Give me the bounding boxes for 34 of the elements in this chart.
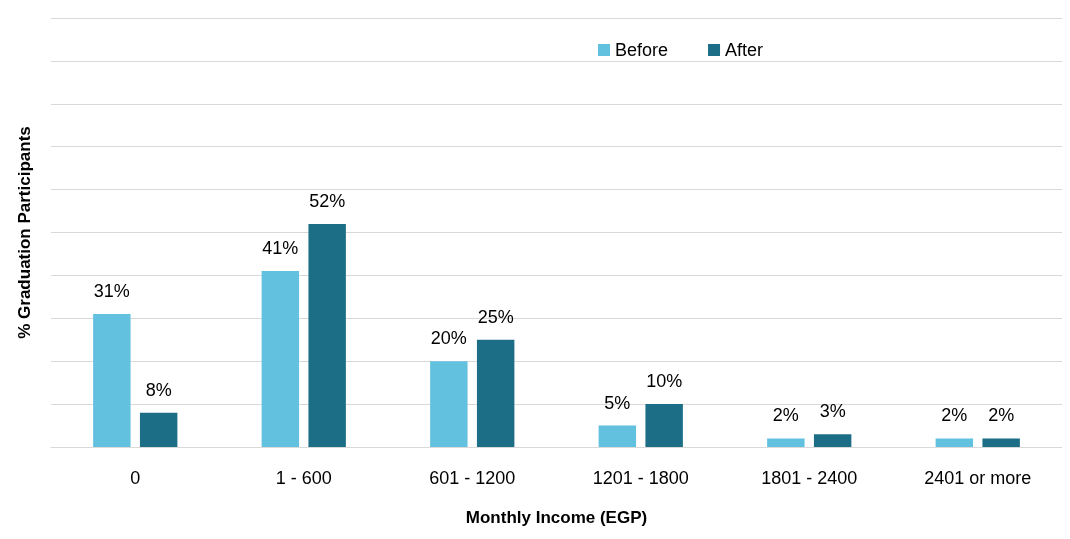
data-label: 5% [604, 392, 631, 413]
data-label: 52% [309, 190, 346, 211]
x-tick-label: 2401 or more [924, 468, 1032, 488]
data-label: 8% [145, 379, 172, 400]
data-label: 41% [262, 238, 299, 259]
x-tick-label: 0 [130, 468, 141, 488]
bar [982, 438, 1020, 447]
bar [430, 361, 468, 447]
bar [476, 339, 515, 447]
legend-label: After [725, 40, 764, 60]
data-label: 3% [819, 401, 846, 422]
data-label: 25% [477, 306, 514, 327]
data-label: 2% [941, 405, 968, 426]
bar [261, 271, 300, 447]
data-label: 2% [772, 405, 799, 426]
data-label: 10% [646, 371, 683, 392]
x-tick-label: 1 - 600 [275, 468, 332, 488]
bar [813, 434, 852, 447]
legend-label: Before [615, 40, 669, 60]
bar [308, 223, 346, 447]
data-label: 2% [988, 405, 1015, 426]
bar [645, 404, 683, 447]
bar [598, 425, 637, 447]
x-tick-label: 601 - 1200 [429, 468, 516, 488]
data-label: 31% [93, 281, 130, 302]
bar [139, 412, 178, 447]
x-tick-label: 1201 - 1800 [592, 468, 689, 488]
bar [93, 314, 131, 447]
x-axis-title: Monthly Income (EGP) [465, 508, 648, 527]
bar [767, 438, 805, 447]
data-label: 20% [430, 328, 467, 349]
y-axis-title: % Graduation Participants [15, 126, 34, 339]
x-tick-label: 1801 - 2400 [761, 468, 858, 488]
bar [935, 438, 974, 447]
